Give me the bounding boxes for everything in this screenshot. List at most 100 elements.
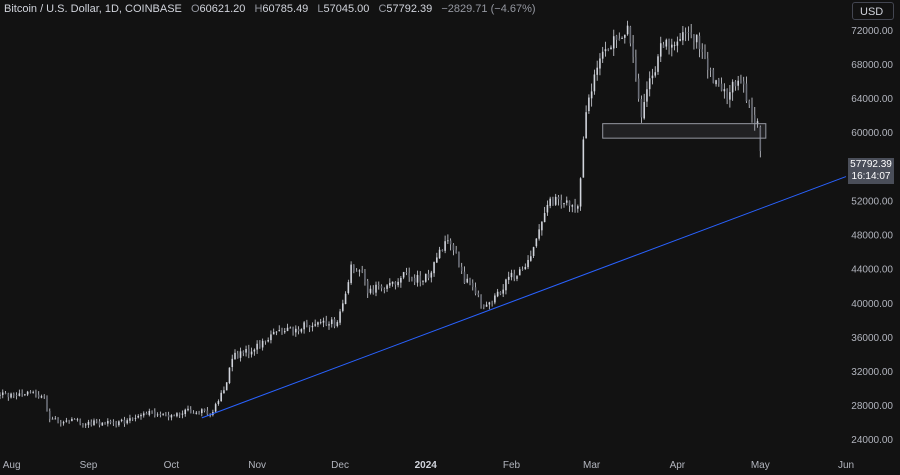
candle <box>170 414 173 421</box>
candle <box>712 67 715 84</box>
candle <box>543 206 546 223</box>
candle <box>250 347 253 358</box>
candle <box>328 321 330 330</box>
candle <box>203 408 206 413</box>
price-axis[interactable]: 24000.00 28000.00 32000.00 36000.00 40000.00… <box>851 26 893 446</box>
candle <box>577 204 579 213</box>
support-zone[interactable] <box>602 123 767 139</box>
candle <box>214 402 217 413</box>
time-tick-label: Jun <box>838 460 854 471</box>
candle <box>129 414 131 424</box>
candle <box>272 328 275 335</box>
candle <box>195 410 198 415</box>
price-tick-label: 64000.00 <box>851 94 893 105</box>
candle <box>84 422 87 429</box>
candle <box>93 418 95 426</box>
candle <box>485 301 488 307</box>
candle <box>574 198 576 213</box>
candle <box>582 136 585 178</box>
price-tick-label: 48000.00 <box>851 231 893 242</box>
candle <box>513 269 516 282</box>
candle <box>142 411 145 418</box>
candle <box>308 325 311 333</box>
candle <box>416 270 419 287</box>
candle <box>657 54 659 75</box>
candle <box>192 410 195 414</box>
candle <box>156 412 159 417</box>
currency-button[interactable]: USD <box>852 2 894 20</box>
candle <box>624 34 626 44</box>
high-value: 60785.49 <box>262 3 309 15</box>
candle <box>444 235 446 254</box>
candle <box>452 243 455 256</box>
candle <box>400 276 402 288</box>
candle <box>112 419 115 427</box>
candle <box>494 293 496 305</box>
price-tick-label: 72000.00 <box>851 26 893 37</box>
candle <box>430 270 433 283</box>
candle <box>223 386 225 394</box>
candle <box>447 234 449 244</box>
candle <box>319 318 322 325</box>
last-price-value: 57792.39 <box>850 159 892 170</box>
candle <box>560 194 563 209</box>
candle <box>510 269 513 281</box>
candle <box>46 395 48 412</box>
candle <box>518 266 521 276</box>
candle <box>60 419 62 427</box>
candle <box>604 41 607 57</box>
time-tick-label: Oct <box>164 460 180 471</box>
candle <box>377 281 380 290</box>
candle <box>98 419 101 428</box>
candle <box>372 285 375 295</box>
candle <box>491 300 493 307</box>
candle <box>546 200 549 216</box>
candle <box>723 83 726 99</box>
candle <box>538 224 540 241</box>
symbol-legend: Bitcoin / U.S. Dollar, 1D, COINBASE O606… <box>4 3 536 15</box>
candle <box>123 416 126 427</box>
candle <box>109 419 112 425</box>
candle <box>471 279 474 291</box>
candle <box>234 349 236 360</box>
candle <box>535 238 538 248</box>
bar-countdown: 16:14:07 <box>851 171 891 182</box>
candle <box>90 419 93 427</box>
candle <box>13 392 15 399</box>
candle <box>283 327 286 334</box>
candle <box>18 389 21 397</box>
candle <box>201 408 203 417</box>
candle <box>300 328 303 334</box>
candle <box>693 34 695 50</box>
candle <box>0 392 1 400</box>
candle <box>502 284 504 298</box>
candle <box>496 288 499 298</box>
candle <box>57 417 59 424</box>
candle <box>140 413 142 420</box>
candle <box>557 195 560 206</box>
candle <box>87 419 90 428</box>
candle <box>137 414 140 419</box>
candle <box>167 411 170 421</box>
candle <box>480 294 482 309</box>
candle <box>516 274 518 282</box>
candle <box>422 280 424 286</box>
candle <box>281 327 283 335</box>
candle <box>458 251 460 268</box>
candle <box>601 46 604 63</box>
time-tick-label: Sep <box>80 460 98 471</box>
candle <box>350 261 352 285</box>
symbol-title: Bitcoin / U.S. Dollar, 1D, COINBASE <box>4 3 182 15</box>
candle <box>687 26 690 41</box>
candle <box>759 125 762 158</box>
time-axis[interactable]: Aug Sep Oct Nov Dec 2024 Feb Mar Apr May Jun <box>3 460 854 471</box>
trendline[interactable] <box>201 176 847 419</box>
price-tick-label: 36000.00 <box>851 333 893 344</box>
candle <box>499 291 502 296</box>
candle <box>314 319 316 327</box>
candle <box>521 266 524 271</box>
candle <box>441 249 444 252</box>
last-price-label: 57792.39 16:14:07 <box>848 158 894 184</box>
candle <box>682 25 684 46</box>
